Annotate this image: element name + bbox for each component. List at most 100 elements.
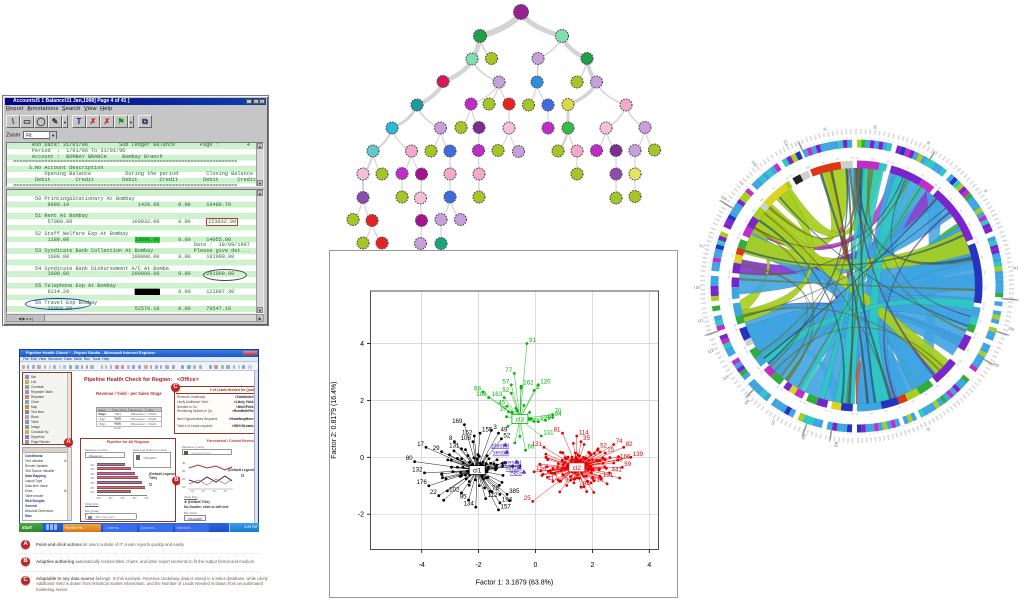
svg-text:200: 200 <box>745 219 749 224</box>
svg-text:60%: 60% <box>699 279 705 283</box>
svg-text:20%: 20% <box>839 129 844 135</box>
svg-text:30%: 30% <box>1009 278 1015 282</box>
svg-text:60%: 60% <box>701 311 707 316</box>
svg-text:8: 8 <box>449 435 453 442</box>
svg-text:300: 300 <box>920 174 925 178</box>
svg-text:2: 2 <box>590 562 594 569</box>
svg-text:300: 300 <box>869 412 873 414</box>
svg-text:20: 20 <box>182 477 186 481</box>
svg-text:30%: 30% <box>863 128 867 134</box>
svg-text:20%: 20% <box>813 432 818 439</box>
svg-text:60%: 60% <box>877 130 882 136</box>
svg-text:4: 4 <box>360 341 364 348</box>
svg-text:50%: 50% <box>699 283 705 287</box>
svg-text:80%: 80% <box>1007 260 1013 265</box>
svg-text:90%: 90% <box>830 130 835 136</box>
svg-text:70%: 70% <box>701 306 707 311</box>
svg-text:5: 5 <box>536 384 540 391</box>
svg-text:I26: I26 <box>743 398 751 406</box>
svg-text:154: 154 <box>536 465 547 472</box>
svg-text:100: 100 <box>729 270 731 274</box>
svg-text:108: 108 <box>476 391 487 398</box>
svg-text:112: 112 <box>488 492 498 499</box>
svg-text:131: 131 <box>543 430 554 437</box>
svg-text:30%: 30% <box>699 292 705 296</box>
svg-text:78: 78 <box>492 485 499 492</box>
svg-text:10%: 10% <box>1007 309 1013 314</box>
svg-text:200: 200 <box>883 409 888 412</box>
svg-text:410: 410 <box>593 476 604 483</box>
svg-text:10%: 10% <box>700 268 706 273</box>
svg-text:2: 2 <box>360 398 364 405</box>
svg-text:52: 52 <box>502 387 509 394</box>
svg-text:60%: 60% <box>817 132 822 139</box>
svg-text:10%: 10% <box>700 301 706 306</box>
svg-text:90%: 90% <box>882 435 887 441</box>
svg-text:100: 100 <box>739 231 743 236</box>
svg-text:-2: -2 <box>475 562 481 569</box>
svg-text:200: 200 <box>965 348 969 353</box>
svg-text:cl3: cl3 <box>516 416 525 423</box>
svg-text:100: 100 <box>729 297 731 301</box>
svg-text:132: 132 <box>412 466 423 473</box>
svg-text:Factor 1: 3.1879 (63.8%): Factor 1: 3.1879 (63.8%) <box>476 580 553 587</box>
svg-text:40%: 40% <box>701 255 708 260</box>
svg-text:<#>: <#> <box>212 489 217 492</box>
svg-text:80%: 80% <box>1008 300 1014 305</box>
svg-text:10%: 10% <box>878 436 883 442</box>
svg-text:20%: 20% <box>699 297 705 301</box>
svg-text:102: 102 <box>449 486 460 493</box>
svg-text:40%: 40% <box>703 319 710 324</box>
svg-text:10%: 10% <box>835 129 840 135</box>
svg-text:ABS: ABS <box>510 470 522 476</box>
svg-text:70%: 70% <box>823 434 828 441</box>
svg-text:59: 59 <box>624 461 631 468</box>
svg-text:4: 4 <box>440 472 444 479</box>
svg-text:20%: 20% <box>859 128 863 134</box>
svg-text:100: 100 <box>855 157 859 159</box>
svg-text:cl1: cl1 <box>473 468 482 475</box>
svg-text:90%: 90% <box>1007 304 1013 309</box>
svg-text:60%: 60% <box>708 337 715 343</box>
svg-text:29: 29 <box>433 445 440 452</box>
svg-text:400: 400 <box>923 392 928 396</box>
svg-text:191: 191 <box>603 472 614 479</box>
svg-text:10%: 10% <box>818 433 823 440</box>
svg-text:15: 15 <box>607 447 614 454</box>
svg-text:<#>: <#> <box>190 489 195 492</box>
svg-text:52: 52 <box>600 442 607 449</box>
svg-text:30%: 30% <box>869 437 873 443</box>
svg-text:100: 100 <box>955 363 959 368</box>
svg-text:300: 300 <box>836 159 840 162</box>
svg-text:30%: 30% <box>841 437 846 443</box>
svg-text:70%: 70% <box>882 130 887 137</box>
svg-text:100: 100 <box>734 323 737 328</box>
svg-text:80%: 80% <box>886 131 891 138</box>
svg-text:<#>: <#> <box>223 489 228 492</box>
svg-text:100: 100 <box>981 306 984 311</box>
svg-text:169: 169 <box>452 418 463 425</box>
svg-text:100: 100 <box>807 166 812 169</box>
svg-text:cl2: cl2 <box>573 465 582 472</box>
svg-text:134: 134 <box>463 501 474 508</box>
svg-text:155: 155 <box>482 427 493 434</box>
svg-text:40%: 40% <box>868 128 873 134</box>
svg-text:I6: I6 <box>925 139 931 145</box>
svg-text:I32: I32 <box>993 361 1001 368</box>
svg-text:3: 3 <box>493 424 497 431</box>
svg-text:200: 200 <box>821 161 826 164</box>
svg-text:80%: 80% <box>826 131 831 138</box>
svg-text:30%: 30% <box>844 128 848 134</box>
svg-text:100: 100 <box>972 336 976 341</box>
svg-text:157: 157 <box>501 503 512 510</box>
svg-text:176: 176 <box>416 479 427 486</box>
svg-text:30%: 30% <box>701 260 707 265</box>
svg-text:50%: 50% <box>1009 287 1015 291</box>
svg-text:95: 95 <box>460 494 467 501</box>
svg-text:100: 100 <box>850 412 854 414</box>
svg-text:60%: 60% <box>1005 251 1012 256</box>
svg-text:100: 100 <box>776 384 781 388</box>
svg-text:10%: 10% <box>854 128 858 134</box>
svg-text:80: 80 <box>406 455 413 462</box>
svg-text:I33: I33 <box>1008 325 1015 332</box>
